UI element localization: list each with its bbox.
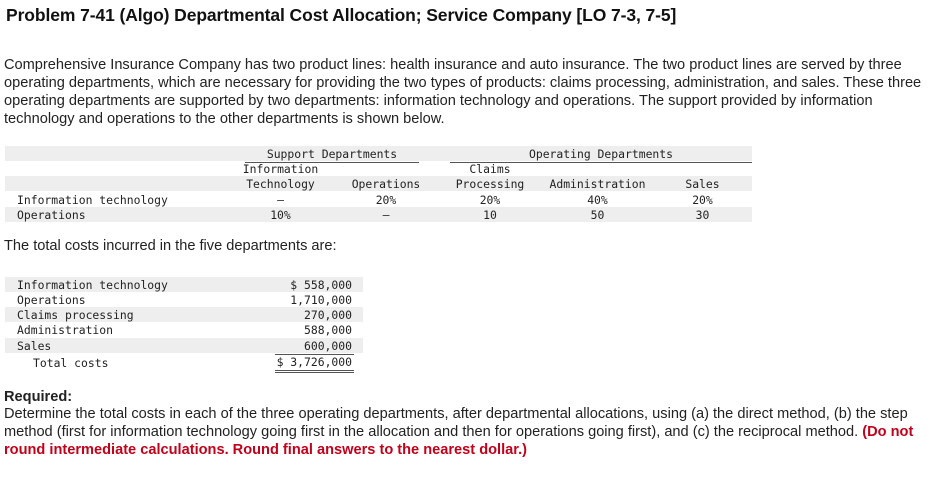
cost-row-shade-3 [5, 307, 363, 322]
cost-label-claims: Claims processing [17, 308, 134, 322]
cell-ops-claims: 10 [483, 208, 497, 222]
cost-value-admin: 588,000 [303, 323, 352, 337]
problem-intro: Comprehensive Insurance Company has two … [4, 57, 922, 127]
total-costs-label: Total costs [33, 356, 109, 370]
cell-ops-sales: 30 [695, 208, 710, 222]
costs-intro: The total costs incurred in the five dep… [4, 238, 337, 254]
subtotal-underline [275, 354, 354, 355]
cell-ops-admin: 50 [590, 208, 605, 222]
required-text: Determine the total costs in each of the… [4, 405, 934, 459]
cell-it-claims: 20% [479, 193, 501, 207]
header-row-3 [5, 176, 752, 191]
cost-label-ops: Operations [17, 293, 86, 307]
col-admin-header: Administration [549, 177, 646, 191]
col-it-header-line1: Information [242, 162, 319, 176]
support-departments-header: Support Departments [266, 147, 398, 161]
col-claims-header-line2: Processing [455, 177, 525, 191]
col-ops-header: Operations [351, 177, 421, 191]
cost-value-ops: 1,710,000 [290, 293, 352, 307]
cost-label-sales: Sales [17, 339, 52, 353]
cost-row-shade-5 [5, 338, 363, 353]
col-it-header-line2: Technology [246, 177, 315, 191]
cost-value-it: $ 558,000 [290, 278, 352, 292]
support-header-underline [245, 162, 419, 163]
required-instructions: Determine the total costs in each of the… [4, 406, 908, 440]
allocation-table: Support Departments Operating Department… [5, 146, 752, 223]
total-costs-value: $ 3,726,000 [276, 355, 352, 369]
cost-value-sales: 600,000 [303, 339, 352, 353]
cost-value-claims: 270,000 [303, 308, 352, 322]
cost-row-shade-1 [5, 277, 363, 292]
cell-ops-ops: – [382, 208, 390, 222]
operating-header-underline [450, 162, 752, 163]
operating-departments-header: Operating Departments [528, 147, 673, 161]
costs-table: Information technology Operations Claims… [5, 277, 363, 373]
cell-it-sales: 20% [692, 193, 713, 207]
cost-label-it: Information technology [17, 278, 168, 292]
col-claims-header-line1: Claims [469, 162, 511, 176]
row-label-it: Information technology [17, 193, 168, 207]
cell-ops-it: 10% [270, 208, 291, 222]
header-row-1 [5, 146, 752, 161]
data-row-ops [5, 207, 752, 222]
row-label-ops: Operations [17, 208, 86, 222]
cell-it-admin: 40% [587, 193, 608, 207]
problem-title: Problem 7-41 (Algo) Departmental Cost Al… [6, 5, 677, 25]
cell-it-it: – [277, 193, 284, 207]
rounding-note: (Do not round intermediate calculations.… [4, 424, 914, 458]
cost-label-admin: Administration [17, 323, 114, 337]
total-underline-2 [275, 372, 354, 373]
required-label: Required: [4, 389, 73, 405]
total-underline-1 [275, 370, 354, 371]
cell-it-ops: 20% [375, 193, 397, 207]
col-sales-header: Sales [685, 177, 720, 191]
